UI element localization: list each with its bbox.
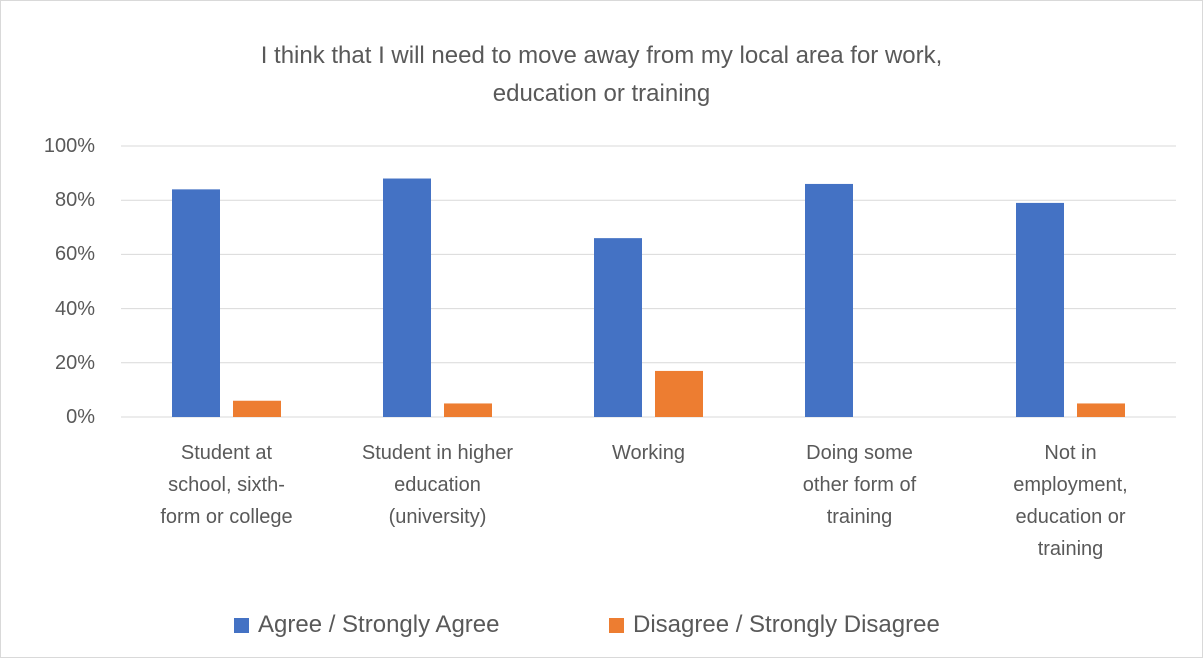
legend-swatch	[234, 618, 249, 633]
x-tick-label: Doing some other form of training	[802, 442, 917, 528]
y-tick-label: 20%	[54, 351, 95, 374]
y-tick-label: 40%	[54, 297, 95, 320]
legend-label: Disagree / Strongly Disagree	[633, 611, 940, 638]
y-tick-label: 60%	[54, 243, 95, 266]
x-tick-label: Not in employment, education or training	[1013, 442, 1128, 560]
x-tick-label: Working	[612, 442, 685, 464]
y-tick-label: 80%	[54, 189, 95, 212]
bar	[655, 370, 703, 417]
chart-title: I think that I will need to move away fr…	[260, 42, 943, 107]
bar	[1016, 202, 1064, 417]
x-tick-label: Student in higher education (university)	[361, 442, 514, 528]
bar	[444, 403, 492, 417]
bar	[594, 238, 642, 417]
y-tick-label: 100%	[43, 135, 95, 157]
legend-label: Agree / Strongly Agree	[258, 611, 500, 638]
bar	[805, 183, 853, 417]
bar	[1077, 403, 1125, 417]
bar	[383, 178, 431, 417]
x-tick-label: Student at school, sixth- form or colleg…	[160, 442, 293, 528]
bar	[172, 189, 220, 417]
legend-swatch	[609, 618, 624, 633]
y-tick-label: 0%	[66, 406, 95, 428]
bar	[233, 400, 281, 417]
